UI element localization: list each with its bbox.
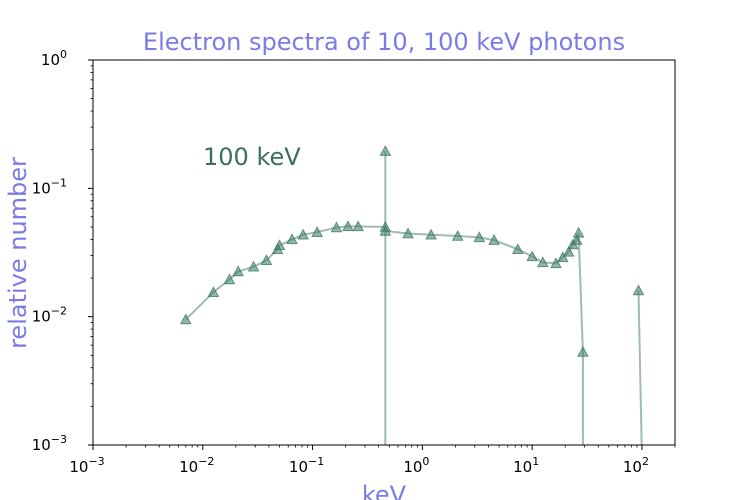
data-point-0-10 [311, 226, 323, 237]
data-point-0-3 [232, 265, 245, 277]
x-tick-label-2: 10−1 [289, 455, 324, 476]
chart-title: Electron spectra of 10, 100 keV photons [143, 28, 625, 56]
data-point-0-25 [536, 256, 549, 268]
data-point-0-32 [577, 345, 589, 357]
series-line-1 [637, 290, 643, 445]
y-axis: 10−3 10−2 10−1 100 [32, 48, 93, 454]
data-point-0-12 [342, 220, 354, 232]
data-point-0-21 [473, 231, 486, 243]
data-point-0-17 [379, 224, 392, 236]
y-tick-label-2: 10−1 [32, 176, 67, 197]
series-line-0 [185, 151, 584, 445]
data-point-0-13 [352, 220, 364, 232]
data-point-0-27 [556, 251, 569, 263]
x-tick-label-0: 10−3 [69, 455, 104, 476]
annotation-100kev: 100 keV [203, 143, 301, 171]
data-point-0-30 [570, 234, 583, 245]
data-point-0-16 [379, 145, 392, 156]
data-point-0-23 [511, 243, 524, 255]
data-point-0-9 [297, 228, 309, 240]
y-tick-label-3: 100 [41, 48, 67, 69]
data-point-0-8 [286, 233, 298, 245]
x-tick-label-1: 10−2 [179, 455, 214, 476]
data-point-0-1 [207, 286, 220, 297]
data-point-0-0 [179, 313, 192, 325]
data-point-0-4 [247, 260, 260, 272]
data-point-0-22 [488, 234, 500, 245]
data-point-0-7 [273, 239, 286, 251]
x-tick-label-5: 102 [623, 455, 649, 476]
x-tick-label-4: 101 [513, 455, 539, 476]
x-axis: 10−3 10−2 10−1 100 101 102 [69, 445, 676, 476]
y-axis-label: relative number [4, 157, 32, 349]
data-point-0-28 [562, 245, 575, 257]
data-point-0-5 [260, 254, 273, 266]
data-point-0-18 [402, 227, 414, 239]
data-point-0-19 [425, 228, 437, 240]
data-point-0-2 [223, 273, 236, 285]
data-point-0-24 [526, 250, 538, 262]
data-point-1-0 [632, 284, 645, 296]
y-tick-label-0: 10−3 [32, 433, 67, 454]
x-axis-label: keV [362, 481, 407, 500]
data-point-0-11 [330, 221, 343, 233]
data-point-0-26 [550, 257, 562, 269]
series-layer [179, 145, 645, 445]
x-tick-label-3: 100 [403, 455, 429, 476]
data-point-0-31 [572, 226, 585, 238]
y-tick-label-1: 10−2 [32, 305, 67, 326]
data-point-0-20 [451, 229, 464, 241]
plot-frame [92, 59, 676, 446]
